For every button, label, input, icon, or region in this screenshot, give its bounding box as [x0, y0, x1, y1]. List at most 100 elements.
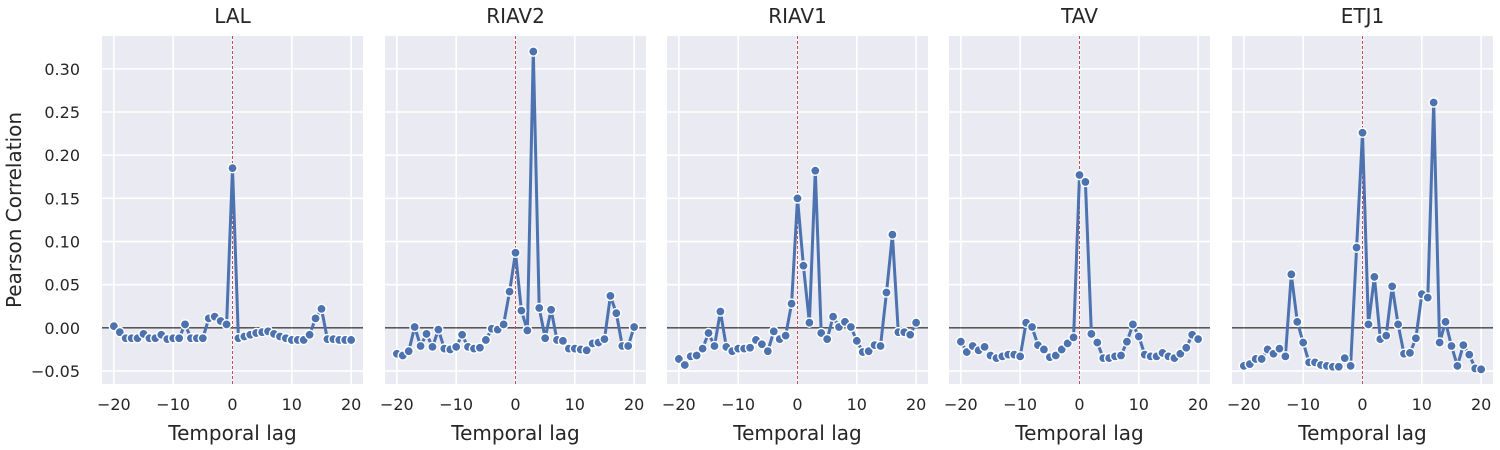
data-point	[527, 46, 539, 57]
data-point	[809, 165, 821, 177]
x-tick-label: 10	[847, 395, 867, 414]
data-point	[1180, 342, 1192, 354]
data-point	[197, 332, 209, 344]
x-tick-label: −20	[662, 395, 696, 414]
x-tick-label: 20	[624, 395, 644, 414]
x-tick-label: 0	[1357, 395, 1367, 414]
y-tick-label: 0.25	[44, 103, 80, 122]
data-point	[1386, 281, 1398, 292]
panel-riav2: RIAV2 −20 −10 0 10 20 Temporal lag	[380, 4, 646, 445]
x-tick-label: 10	[282, 395, 302, 414]
data-point	[179, 319, 191, 330]
data-point	[456, 329, 468, 341]
data-point	[821, 333, 833, 345]
panel-title: ETJ1	[1341, 4, 1384, 28]
data-point	[1297, 337, 1309, 348]
y-tick-label: 0.00	[44, 319, 80, 338]
x-tick-label: 10	[565, 395, 585, 414]
data-point	[1074, 169, 1085, 181]
data-point	[1115, 350, 1127, 361]
data-point	[804, 317, 815, 328]
data-point	[955, 336, 967, 347]
data-point	[1410, 332, 1422, 344]
x-tick-label: 20	[1471, 395, 1491, 414]
data-point	[709, 340, 720, 352]
data-point	[173, 332, 185, 344]
data-point	[557, 335, 569, 347]
data-point	[1091, 337, 1103, 348]
data-point	[768, 326, 780, 337]
data-point	[679, 359, 691, 371]
data-point	[533, 302, 545, 314]
x-tick-label: 20	[341, 395, 361, 414]
data-point	[605, 290, 616, 302]
data-point	[504, 286, 515, 297]
y-tick-label: 0.30	[44, 60, 80, 79]
data-point	[498, 319, 509, 330]
data-point	[1038, 344, 1050, 355]
data-point	[450, 341, 462, 353]
x-tick-label: −20	[944, 395, 978, 414]
data-point	[1463, 349, 1475, 360]
data-point	[827, 311, 839, 322]
data-point	[780, 330, 791, 341]
data-point	[691, 350, 702, 361]
data-point	[474, 342, 486, 354]
x-tick-label: 0	[1074, 395, 1084, 414]
data-point	[875, 340, 886, 352]
panel-title: RIAV1	[768, 4, 827, 28]
data-point	[1422, 292, 1434, 303]
panel-title: RIAV2	[486, 4, 545, 28]
data-point	[522, 325, 533, 336]
y-axis-label: Pearson Correlation	[2, 112, 26, 308]
x-tick-label: 0	[792, 395, 802, 414]
data-point	[762, 345, 774, 357]
data-point	[403, 345, 415, 357]
panel-riav1: RIAV1 −20 −10 0 10 20 Temporal lag	[662, 4, 928, 445]
data-point	[539, 332, 551, 344]
data-point	[599, 333, 610, 345]
data-point	[545, 304, 557, 316]
data-point	[1286, 269, 1297, 280]
x-tick-label: −20	[380, 395, 414, 414]
data-point	[1068, 332, 1079, 343]
data-point	[1280, 351, 1291, 362]
data-point	[756, 338, 768, 350]
data-point	[979, 341, 990, 353]
x-axis-label: Temporal lag	[167, 421, 296, 445]
x-tick-label: 10	[1129, 395, 1149, 414]
data-point	[1475, 364, 1487, 375]
data-point	[1014, 351, 1026, 362]
x-tick-label: 0	[510, 395, 520, 414]
data-point	[628, 321, 640, 333]
data-point	[345, 334, 357, 346]
x-tick-label: 10	[1412, 395, 1432, 414]
data-point	[715, 306, 726, 317]
data-point	[427, 341, 438, 353]
x-tick-label: −10	[1286, 395, 1320, 414]
x-tick-label: −10	[439, 395, 473, 414]
data-point	[1291, 316, 1303, 328]
data-point	[1274, 343, 1285, 354]
data-point	[1192, 333, 1204, 345]
data-point	[1363, 319, 1374, 330]
data-point	[421, 328, 432, 340]
data-point	[415, 340, 426, 352]
data-point	[1446, 340, 1457, 352]
x-axis-label: Temporal lag	[732, 421, 861, 445]
y-tick-label: 0.05	[44, 276, 80, 295]
data-point	[881, 287, 892, 298]
x-tick-label: −20	[1227, 395, 1261, 414]
data-point	[703, 327, 714, 339]
data-point	[622, 340, 634, 352]
data-point	[1133, 331, 1145, 342]
y-tick-label: 0.10	[44, 233, 80, 252]
panel-title: TAV	[1060, 4, 1098, 28]
y-tick-label: 0.20	[44, 146, 80, 165]
data-point	[516, 305, 527, 316]
x-tick-label: −10	[1003, 395, 1037, 414]
x-tick-label: −10	[721, 395, 755, 414]
data-point	[887, 229, 898, 240]
data-point	[1452, 360, 1463, 372]
